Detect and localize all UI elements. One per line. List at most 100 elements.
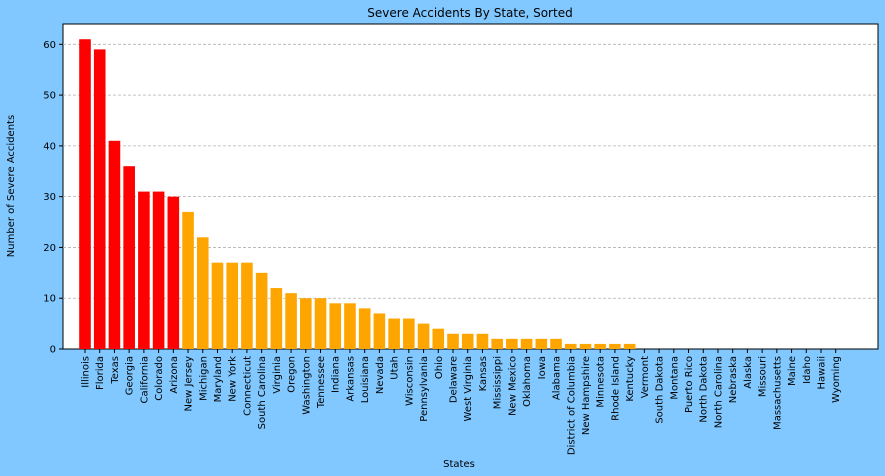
x-tick-label: New Hampshire bbox=[581, 356, 592, 435]
bar-arizona bbox=[167, 196, 180, 349]
x-tick-label: Virginia bbox=[272, 356, 283, 394]
x-tick-label: Rhode Island bbox=[610, 356, 621, 421]
bar-indiana bbox=[329, 303, 342, 349]
bar-delaware bbox=[447, 333, 459, 349]
x-tick-label: Maryland bbox=[213, 356, 224, 402]
bar-colorado bbox=[152, 191, 165, 349]
bar-district-of-columbia bbox=[564, 343, 577, 349]
x-tick-label: Kentucky bbox=[625, 356, 636, 402]
bar-new-york bbox=[226, 262, 238, 349]
y-tick-label: 10 bbox=[43, 294, 56, 305]
bar-tennessee bbox=[314, 298, 327, 349]
x-tick-label: Delaware bbox=[449, 356, 460, 403]
x-tick-label: Connecticut bbox=[242, 356, 253, 416]
x-tick-label: Iowa bbox=[537, 356, 548, 379]
x-tick-label: Pennsylvania bbox=[419, 356, 430, 422]
x-tick-label: Massachusetts bbox=[772, 356, 783, 430]
bar-wisconsin bbox=[403, 318, 415, 349]
y-axis-ticks: 0 10 20 30 40 50 60 bbox=[43, 40, 63, 356]
x-tick-label: Florida bbox=[95, 356, 106, 390]
bar-mississippi bbox=[491, 338, 503, 349]
y-tick-label: 20 bbox=[43, 243, 56, 254]
bar-maryland bbox=[211, 262, 224, 349]
bar-kentucky bbox=[623, 343, 636, 349]
x-tick-label: Washington bbox=[301, 356, 312, 415]
bar-south-carolina bbox=[255, 272, 268, 349]
x-tick-label: Vermont bbox=[640, 356, 651, 398]
x-tick-label: Oregon bbox=[287, 356, 298, 393]
x-tick-label: Arizona bbox=[169, 356, 180, 394]
bar-ohio bbox=[432, 328, 445, 349]
x-tick-label: West Virginia bbox=[463, 356, 474, 421]
bars bbox=[79, 39, 636, 350]
x-axis-label: States bbox=[443, 459, 475, 470]
x-tick-label: Arkansas bbox=[345, 356, 356, 402]
bar-minnesota bbox=[594, 343, 606, 349]
x-tick-label: Georgia bbox=[125, 356, 136, 395]
y-tick-label: 0 bbox=[50, 345, 56, 356]
x-tick-label: Minnesota bbox=[596, 356, 607, 408]
x-axis-ticks: Illinois Florida Texas Georgia California Col… bbox=[81, 349, 842, 455]
x-tick-label: Idaho bbox=[802, 356, 813, 384]
x-tick-label: Illinois bbox=[81, 356, 92, 388]
bar-nevada bbox=[373, 313, 386, 349]
bar-georgia bbox=[123, 166, 135, 349]
bar-alabama bbox=[550, 338, 562, 349]
y-axis-label: Number of Severe Accidents bbox=[6, 115, 17, 257]
x-tick-label: Indiana bbox=[331, 356, 342, 393]
x-tick-label: Wyoming bbox=[831, 356, 842, 403]
x-tick-label: Hawaii bbox=[817, 356, 828, 390]
bar-illinois bbox=[79, 39, 91, 349]
x-tick-label: Wisconsin bbox=[404, 356, 415, 406]
y-tick-label: 30 bbox=[43, 192, 56, 203]
x-tick-label: North Dakota bbox=[699, 356, 710, 423]
bar-arkansas bbox=[344, 303, 356, 349]
x-tick-label: Nevada bbox=[375, 356, 386, 394]
bar-oregon bbox=[285, 293, 297, 349]
x-tick-label: Alabama bbox=[552, 356, 563, 400]
x-tick-label: Michigan bbox=[198, 356, 209, 401]
x-tick-label: New York bbox=[228, 356, 239, 402]
x-tick-label: Maine bbox=[787, 356, 798, 386]
bar-new-jersey bbox=[182, 211, 194, 349]
x-tick-label: Oklahoma bbox=[522, 356, 533, 407]
bar-texas bbox=[108, 140, 121, 349]
x-tick-label: Mississippi bbox=[493, 356, 504, 409]
bar-iowa bbox=[535, 338, 548, 349]
x-tick-label: Puerto Rico bbox=[684, 356, 695, 413]
bar-pennsylvania bbox=[417, 323, 430, 349]
x-tick-label: California bbox=[139, 356, 150, 404]
x-tick-label: Tennessee bbox=[316, 356, 327, 409]
y-tick-label: 50 bbox=[43, 91, 56, 102]
x-tick-label: New Jersey bbox=[184, 356, 195, 412]
bar-new-mexico bbox=[506, 338, 518, 349]
bar-new-hampshire bbox=[579, 343, 592, 349]
x-tick-label: North Carolina bbox=[713, 356, 724, 428]
x-tick-label: Nebraska bbox=[728, 356, 739, 403]
x-tick-label: Louisiana bbox=[360, 356, 371, 403]
x-tick-label: Utah bbox=[390, 356, 401, 380]
bar-virginia bbox=[270, 288, 283, 349]
bar-michigan bbox=[196, 237, 209, 349]
bar-west-virginia bbox=[461, 333, 474, 349]
bar-florida bbox=[93, 49, 106, 349]
bar-louisiana bbox=[358, 308, 371, 350]
x-tick-label: Montana bbox=[669, 356, 680, 400]
bar-connecticut bbox=[241, 262, 253, 349]
x-tick-label: Texas bbox=[110, 356, 121, 385]
x-tick-label: Ohio bbox=[434, 356, 445, 379]
bar-california bbox=[138, 191, 150, 349]
x-tick-label: District of Columbia bbox=[566, 356, 577, 455]
bar-rhode-island bbox=[609, 343, 621, 349]
x-tick-label: New Mexico bbox=[507, 356, 518, 416]
y-tick-label: 60 bbox=[43, 40, 56, 51]
x-tick-label: Alaska bbox=[743, 356, 754, 389]
x-tick-label: Colorado bbox=[154, 356, 165, 401]
bar-kansas bbox=[476, 333, 489, 349]
x-tick-label: Missouri bbox=[758, 356, 769, 397]
x-tick-label: South Carolina bbox=[257, 356, 268, 429]
x-tick-label: South Dakota bbox=[655, 356, 666, 424]
y-tick-label: 40 bbox=[43, 141, 56, 152]
x-tick-label: Kansas bbox=[478, 356, 489, 391]
